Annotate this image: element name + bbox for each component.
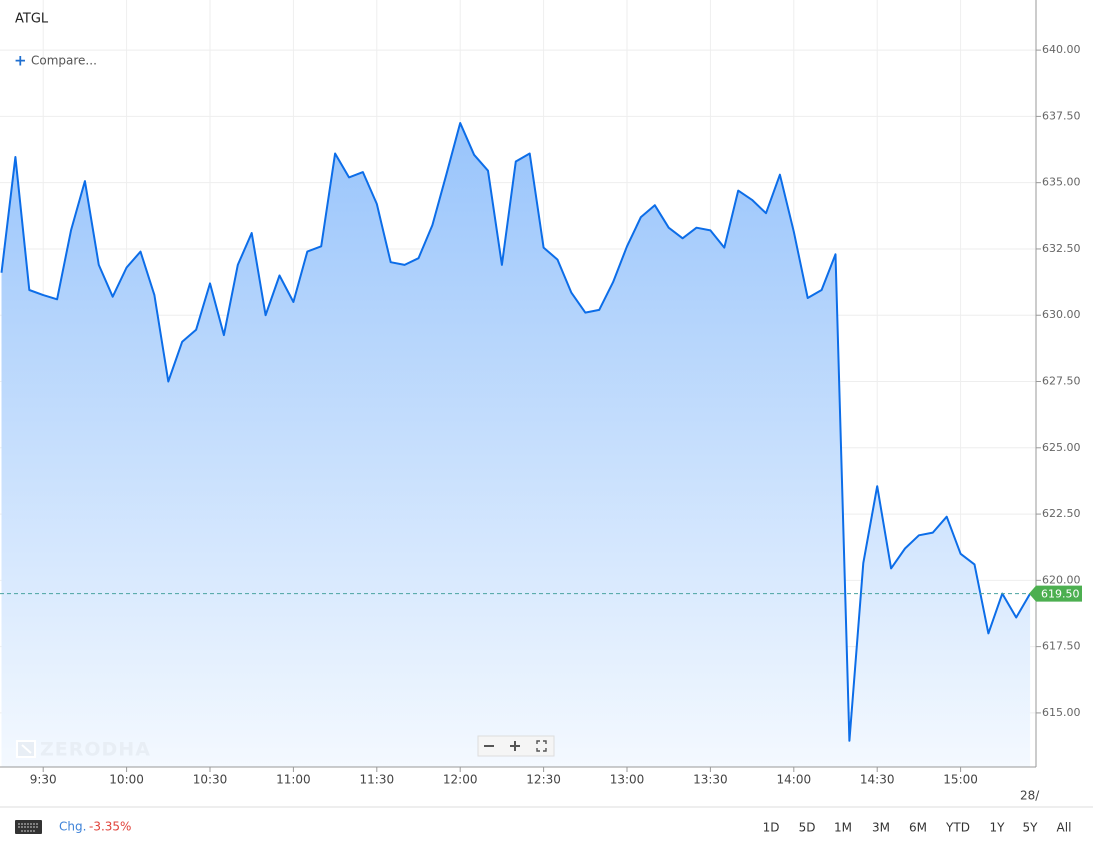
x-tick-label: 9:30 — [30, 773, 57, 787]
x-tick-label: 10:30 — [193, 773, 228, 787]
plot — [0, 122, 1036, 767]
symbol: ATGL — [15, 12, 49, 27]
y-tick-label: 622.50 — [1042, 507, 1081, 520]
watermark-text: ZERODHA — [40, 739, 151, 761]
range-button[interactable]: 3M — [872, 821, 890, 835]
price-line — [0, 122, 1031, 742]
range-button[interactable]: 6M — [909, 821, 927, 835]
range-button[interactable]: 1M — [834, 821, 852, 835]
x-tick-label: 12:30 — [526, 773, 561, 787]
range-button[interactable]: All — [1057, 821, 1072, 835]
y-tick-label: 615.00 — [1042, 706, 1081, 719]
x-tick-label: 12:00 — [443, 773, 478, 787]
range-button[interactable]: 1D — [763, 821, 780, 835]
last-price-tag — [1029, 585, 1082, 602]
zoom-controls — [477, 735, 555, 757]
range-button[interactable]: YTD — [945, 821, 970, 835]
x-tick-label: 11:00 — [276, 773, 311, 787]
y-tick-label: 620.00 — [1042, 573, 1081, 586]
area-fill — [1, 123, 1031, 767]
change-value: -3.35% — [89, 820, 131, 834]
y-tick-label: 640.00 — [1042, 43, 1081, 56]
range-button[interactable]: 5Y — [1023, 821, 1039, 835]
change-label: Chg. — [59, 820, 86, 834]
x-tick-label: 13:30 — [693, 773, 728, 787]
zoom-out[interactable] — [484, 745, 494, 747]
y-tick-label: 635.00 — [1042, 176, 1081, 189]
zoom-in[interactable] — [510, 741, 520, 751]
y-tick-label: 630.00 — [1042, 308, 1081, 321]
y-tick-label: 637.50 — [1042, 109, 1081, 122]
y-tick-label: 625.00 — [1042, 441, 1081, 454]
y-tick-label: 632.50 — [1042, 242, 1081, 255]
keyboard-icon[interactable] — [15, 820, 42, 834]
x-tick-label: 14:30 — [860, 773, 895, 787]
watermark: ZERODHA — [16, 739, 151, 761]
compare-icon[interactable]: + — [14, 52, 27, 70]
x-tick-label: 10:00 — [109, 773, 144, 787]
x-tick-label: 14:00 — [777, 773, 812, 787]
range-button[interactable]: 5D — [799, 821, 816, 835]
y-tick-label: 617.50 — [1042, 640, 1081, 653]
y-tick-label: 627.50 — [1042, 375, 1081, 388]
fullscreen[interactable] — [536, 740, 547, 752]
x-tick-label: 13:00 — [610, 773, 645, 787]
x-tick-label: 15:00 — [943, 773, 978, 787]
last-price-label: 619.50 — [1041, 588, 1080, 601]
range-button[interactable]: 1Y — [990, 821, 1006, 835]
compare-button[interactable]: Compare... — [31, 54, 97, 68]
range-buttons: 1D 5D 1M 3M 6M YTD 1Y 5Y All — [763, 821, 1072, 835]
date-label: 28/ — [1020, 789, 1040, 803]
x-tick-label: 11:30 — [360, 773, 395, 787]
ticks: 615.00 617.50 620.00 622.50 625.00 627.50 630.… — [30, 43, 1082, 803]
